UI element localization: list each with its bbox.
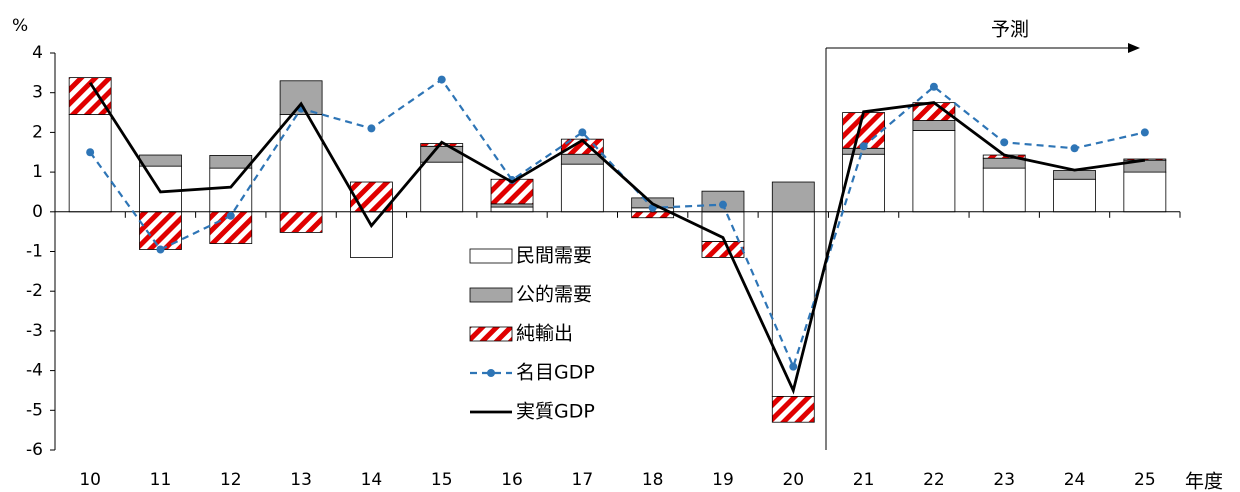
bar [912,120,956,131]
bar [701,241,745,258]
y-tick-label: -3 [26,321,43,341]
x-tick-label: 22 [923,470,945,490]
y-axis-label: % [12,16,28,36]
bar [842,153,885,213]
bar [350,211,393,258]
x-tick-label: 14 [361,470,383,490]
line [89,78,1146,370]
bar [1123,158,1167,161]
y-tick-label: -6 [26,440,43,460]
x-tick-label: 17 [572,470,594,490]
bar [139,165,182,213]
y-tick-label: 4 [32,43,43,63]
legend-swatch [469,326,513,342]
x-tick-label: 13 [290,470,312,490]
line-marker [929,82,938,91]
bar [982,157,1026,169]
legend-label: 公的需要 [516,284,592,306]
line-marker [86,148,95,157]
legend-label: 実質GDP [516,401,595,423]
bar [209,155,253,169]
line-marker [226,211,235,220]
bar [420,161,464,213]
line-marker [367,124,376,133]
line-marker [789,362,798,371]
legend-label: 民間需要 [516,245,592,267]
x-tick-label: 24 [1064,470,1086,490]
legend-swatch [469,287,513,303]
bar [490,203,534,208]
x-tick-label: 12 [220,470,242,490]
line-marker [578,128,587,137]
legend-label: 名目GDP [516,362,595,384]
bar [771,396,815,423]
y-tick-label: 0 [32,202,43,222]
x-tick-label: 19 [712,470,734,490]
line-marker [1140,128,1149,137]
bar [912,130,956,213]
x-tick-label: 25 [1134,470,1156,490]
legend-label: 純輸出 [516,323,573,345]
y-tick-label: -5 [26,400,43,420]
x-tick-label: 18 [642,470,664,490]
x-tick-label: 21 [853,470,875,490]
bar [560,163,604,213]
y-tick-label: 2 [32,122,43,142]
x-tick-label: 15 [431,470,453,490]
bar [771,181,815,213]
bar [1053,170,1096,180]
y-tick-label: -2 [26,281,43,301]
line-marker [156,245,165,254]
line-marker [1000,138,1009,147]
line [88,82,1146,395]
bar [490,206,534,213]
y-tick-label: -1 [26,242,43,262]
bar [209,167,253,213]
y-tick-label: 1 [32,162,43,182]
bar [631,211,675,219]
legend-swatch [469,248,513,264]
x-tick-label: 20 [782,470,804,490]
arrow-head [1128,43,1140,53]
x-tick-label: 16 [501,470,523,490]
bar [279,211,323,233]
line-marker [718,200,727,209]
bar [560,153,604,165]
bar [68,114,112,213]
y-tick-label: 3 [32,83,43,103]
line-marker [1070,144,1079,153]
y-tick-label: -4 [26,361,43,381]
x-axis-label: 年度 [1185,471,1223,492]
line-marker [859,142,868,151]
line-marker [437,75,446,84]
x-tick-label: 10 [79,470,101,490]
x-tick-label: 23 [993,470,1015,490]
bar [1053,178,1096,213]
legend-marker [487,369,495,377]
bar [1123,171,1167,213]
forecast-annotation: 予測 [991,19,1029,41]
bar [139,154,182,167]
x-tick-label: 11 [150,470,172,490]
bar [350,181,393,213]
bar [982,167,1026,213]
